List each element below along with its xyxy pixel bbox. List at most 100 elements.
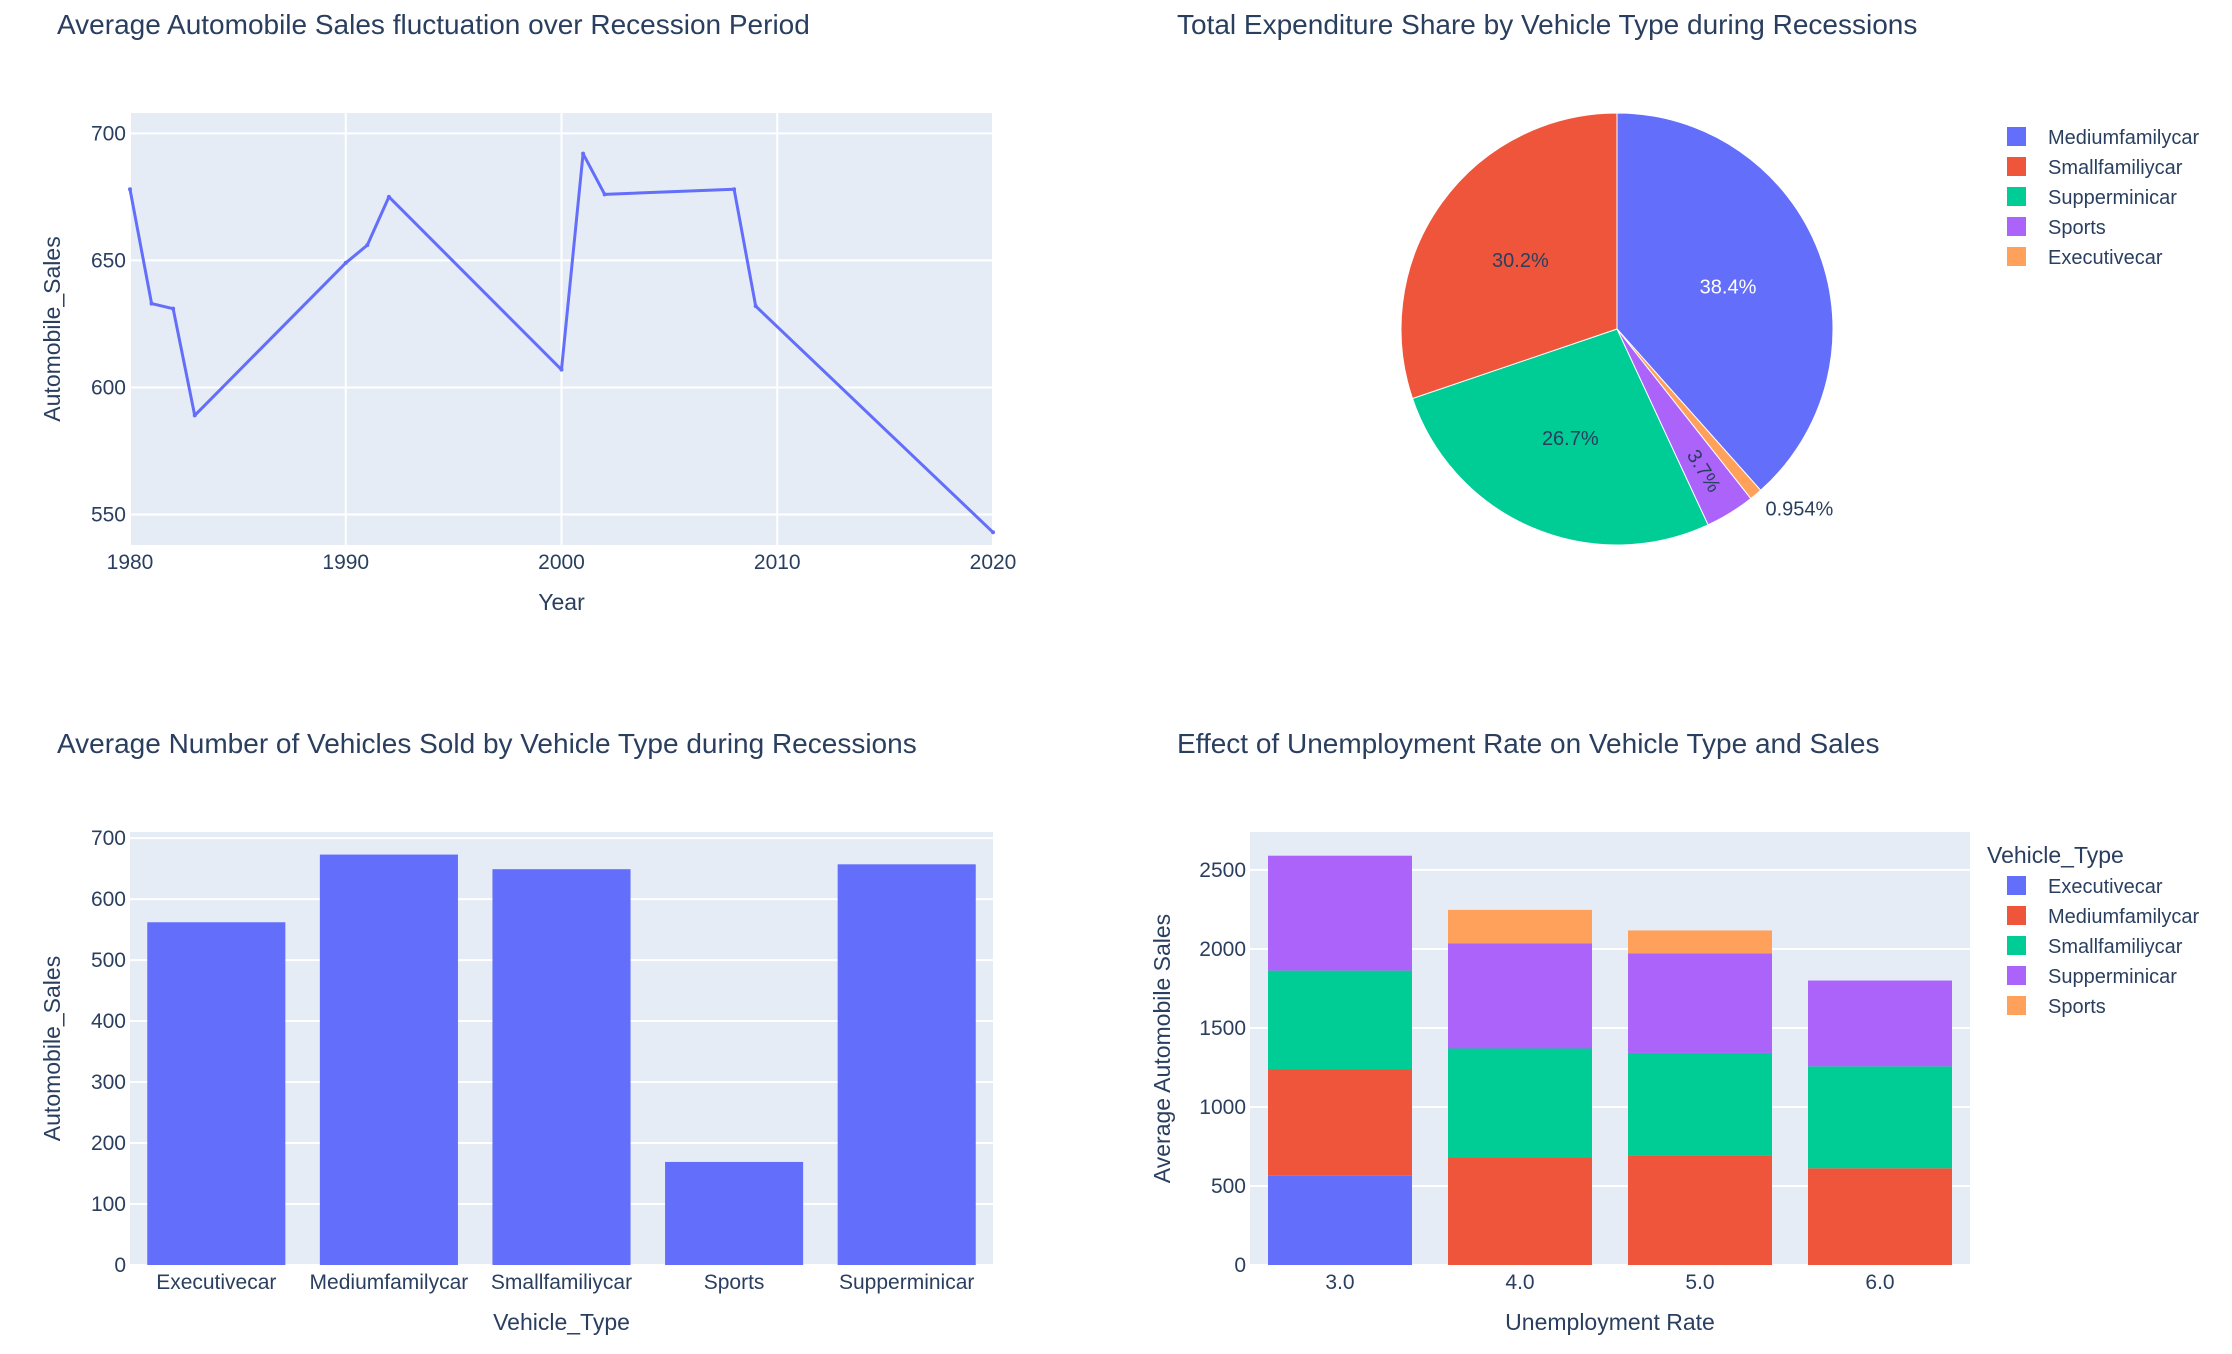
bar-y-tick-label: 300	[91, 1071, 126, 1094]
stacked-y-tick-label: 2500	[1199, 859, 1246, 882]
line-y-tick-label: 600	[91, 376, 126, 399]
stacked-legend-label: Executivecar	[2048, 876, 2163, 898]
bar-y-tick-label: 700	[91, 827, 126, 850]
stacked-legend-label: Sports	[2048, 996, 2106, 1018]
stacked-bar-segment	[1448, 1048, 1592, 1158]
line-point	[732, 187, 737, 192]
pie-legend-swatch	[2007, 217, 2026, 236]
pie-slice-label: 0.954%	[1765, 499, 1833, 521]
stacked-legend-label: Mediumfamilycar	[2048, 906, 2199, 928]
stacked-bar-segment	[1808, 1066, 1952, 1169]
stacked-bar-segment	[1448, 943, 1592, 1049]
stacked-y-tick-label: 2000	[1199, 938, 1246, 961]
pie-legend-label: Smallfamiliycar	[2048, 157, 2183, 179]
stacked-y-tick-label: 1000	[1199, 1096, 1246, 1119]
line-point	[192, 413, 197, 418]
pie-slice-label: 26.7%	[1542, 428, 1599, 450]
line-point	[128, 187, 132, 192]
pie-legend-label: Executivecar	[2048, 247, 2163, 269]
stacked-bar-segment	[1448, 1157, 1592, 1265]
bar-x-axis-label: Vehicle_Type	[493, 1309, 630, 1335]
line-point	[365, 243, 370, 248]
bar-x-tick-label: Smallfamiliycar	[491, 1271, 632, 1294]
bar-chart: 0 100 200 300 400 500 600 700 Executivecar Medium…	[39, 827, 993, 1335]
stacked-legend-swatch	[2007, 966, 2026, 985]
pie-slice-label: 38.4%	[1700, 277, 1757, 299]
stacked-x-tick-label: 6.0	[1865, 1271, 1894, 1294]
line-y-axis-label: Automobile_Sales	[39, 236, 65, 421]
line-y-tick-label: 650	[91, 249, 126, 272]
stacked-legend-swatch	[2007, 936, 2026, 955]
pie-chart: 38.4%0.954%3.7%26.7%30.2%Mediumfamilycar…	[1400, 112, 2199, 546]
line-chart: 1980 1990 2000 2010 2020 550 600 650 700 Year Auto…	[39, 113, 1016, 615]
stacked-bar-segment	[1628, 1155, 1772, 1265]
stacked-legend-title: Vehicle_Type	[1987, 842, 2124, 868]
bar-x-tick-label: Sports	[704, 1271, 765, 1294]
stacked-bar-segment	[1268, 1175, 1412, 1265]
bar-y-tick-label: 200	[91, 1132, 126, 1155]
pie-legend-label: Sports	[2048, 217, 2106, 239]
line-point	[581, 151, 586, 156]
bar	[319, 854, 458, 1265]
bar-y-tick-label: 400	[91, 1010, 126, 1033]
bar	[665, 1161, 804, 1265]
pie-legend-swatch	[2007, 247, 2026, 266]
line-point	[991, 530, 995, 535]
stacked-x-tick-label: 3.0	[1325, 1271, 1354, 1294]
stacked-bar-segment	[1808, 1168, 1952, 1265]
stacked-bar-chart: 0 500 1000 1500 2000 2500 3.0 4.0 5.0 6.0 Unemploy…	[1149, 832, 2199, 1335]
bar-y-axis-label: Automobile_Sales	[39, 956, 65, 1141]
stacked-x-axis-label: Unemployment Rate	[1505, 1309, 1715, 1335]
bar-y-tick-label: 600	[91, 888, 126, 911]
line-x-tick-label: 2010	[754, 551, 801, 574]
line-x-tick-label: 2020	[970, 551, 1017, 574]
bar-x-tick-label: Supperminicar	[839, 1271, 974, 1294]
bar-y-tick-label: 500	[91, 949, 126, 972]
pie-legend-label: Mediumfamilycar	[2048, 127, 2199, 149]
line-x-axis-label: Year	[538, 589, 585, 615]
line-chart-title: Average Automobile Sales fluctuation ove…	[57, 9, 810, 40]
line-point	[753, 304, 758, 309]
stacked-bar-segment	[1268, 855, 1412, 971]
pie-legend-label: Supperminicar	[2048, 187, 2177, 209]
line-point	[559, 367, 564, 372]
stacked-x-tick-label: 4.0	[1505, 1271, 1534, 1294]
line-x-tick-label: 1980	[107, 551, 154, 574]
stacked-bar-segment	[1628, 930, 1772, 954]
line-point	[386, 194, 391, 199]
stacked-legend-swatch	[2007, 996, 2026, 1015]
stacked-bar-segment	[1268, 970, 1412, 1070]
pie-slice	[1400, 112, 1618, 400]
line-point	[602, 192, 607, 197]
stacked-legend-swatch	[2007, 876, 2026, 895]
pie-legend-swatch	[2007, 157, 2026, 176]
stacked-x-tick-label: 5.0	[1685, 1271, 1714, 1294]
stacked-bar-segment	[1628, 1052, 1772, 1156]
pie-legend-swatch	[2007, 127, 2026, 146]
stacked-y-tick-label: 0	[1234, 1254, 1246, 1277]
pie-slice	[1616, 112, 1834, 491]
bar-y-tick-label: 100	[91, 1193, 126, 1216]
pie-legend-swatch	[2007, 187, 2026, 206]
bar	[837, 864, 976, 1265]
stacked-bar-segment	[1448, 909, 1592, 944]
line-y-tick-label: 700	[91, 122, 126, 145]
line-point	[171, 306, 176, 311]
line-x-tick-label: 1990	[322, 551, 369, 574]
pie-slice-label: 30.2%	[1492, 250, 1549, 272]
stacked-legend-label: Supperminicar	[2048, 966, 2177, 988]
bar	[147, 922, 286, 1265]
bar-x-tick-label: Mediumfamilycar	[310, 1271, 469, 1294]
stacked-y-axis-label: Average Automobile Sales	[1149, 914, 1175, 1183]
stacked-legend-swatch	[2007, 906, 2026, 925]
stacked-y-tick-label: 1500	[1199, 1017, 1246, 1040]
stacked-bar-segment	[1628, 953, 1772, 1053]
bar	[492, 869, 631, 1265]
line-point	[149, 301, 154, 306]
line-x-tick-label: 2000	[538, 551, 585, 574]
stacked-legend-label: Smallfamiliycar	[2048, 936, 2183, 958]
bar-y-tick-label: 0	[114, 1254, 126, 1277]
bar-chart-title: Average Number of Vehicles Sold by Vehic…	[57, 728, 917, 759]
line-y-tick-label: 550	[91, 504, 126, 527]
